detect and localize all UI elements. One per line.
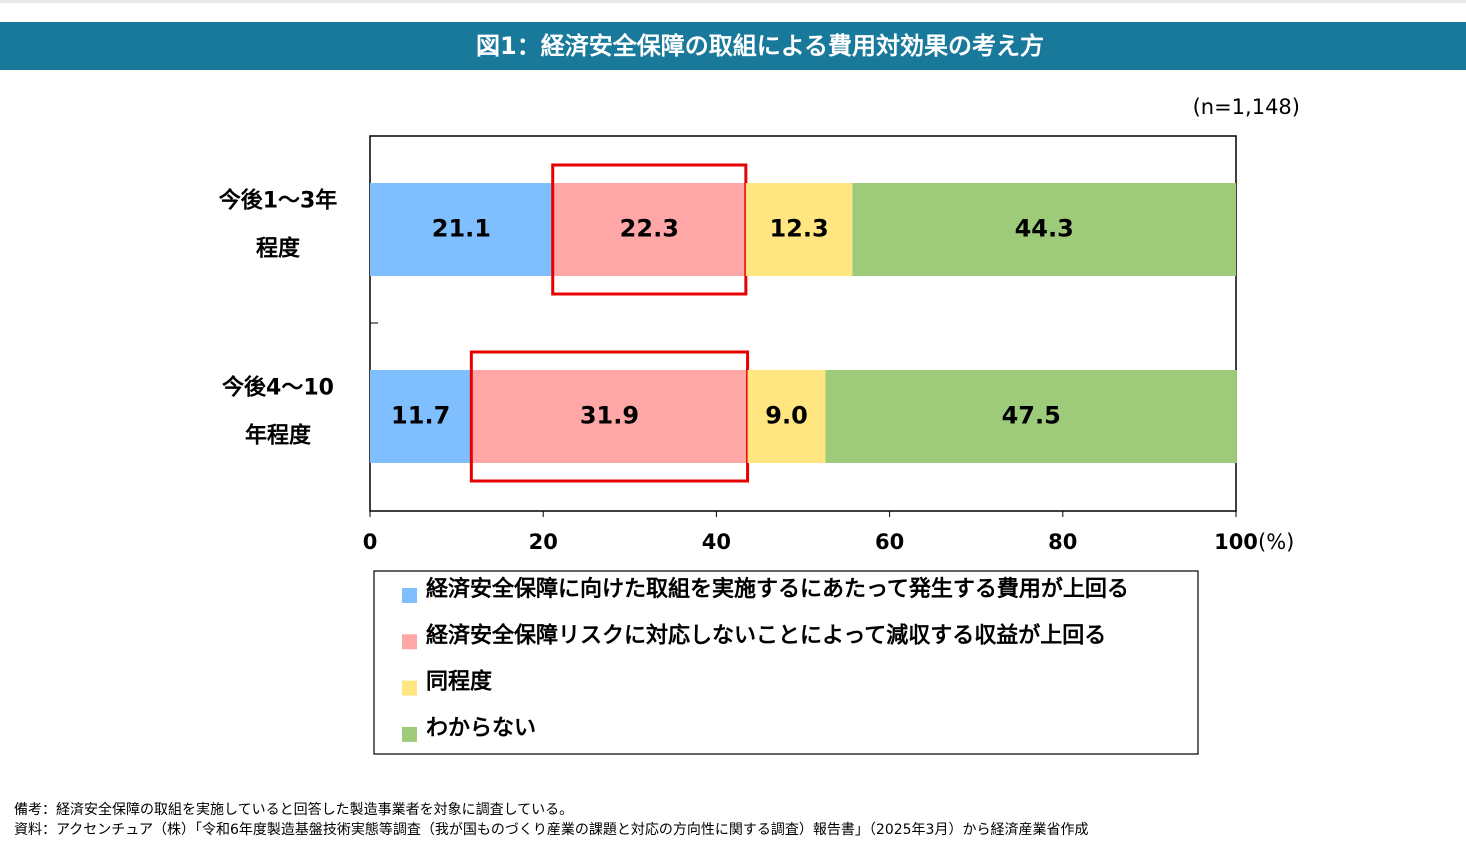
- value-label: 22.3: [620, 215, 679, 243]
- bar-segment: [852, 183, 1236, 276]
- bar-segment: [471, 370, 748, 463]
- legend-label: 経済安全保障リスクに対応しないことによって減収する収益が上回る: [426, 622, 1106, 648]
- legend-swatch: [402, 588, 417, 603]
- bar-segment: [825, 370, 1237, 463]
- x-tick-label: 40: [702, 530, 731, 554]
- y-tick-label: 年程度: [245, 423, 312, 449]
- value-label: 21.1: [432, 215, 491, 243]
- x-tick-label: 20: [529, 530, 558, 554]
- legend-label: 経済安全保障に向けた取組を実施するにあたって発生する費用が上回る: [426, 576, 1129, 602]
- x-tick-label: 60: [875, 530, 904, 554]
- bar-segment: [370, 183, 553, 276]
- legend-label: 同程度: [426, 669, 493, 695]
- bar-segment: [745, 183, 853, 276]
- note: 備考：経済安全保障の取組を実施していると回答した製造事業者を対象に調査している。: [14, 801, 573, 818]
- value-label: 9.0: [765, 402, 808, 430]
- x-unit: (%): [1258, 530, 1294, 554]
- legend-swatch: [402, 680, 417, 696]
- top-rule: [0, 0, 1466, 3]
- y-tick-label: 程度: [256, 236, 301, 262]
- x-tick-label: 80: [1048, 530, 1077, 554]
- value-label: 44.3: [1015, 215, 1074, 243]
- sample-size: (n=1,148): [1193, 95, 1300, 119]
- bar-segment: [370, 370, 472, 463]
- chart-title: 図1：経済安全保障の取組による費用対効果の考え方: [476, 32, 1044, 60]
- value-label: 11.7: [391, 402, 450, 430]
- y-tick-label: 今後1～3年: [219, 188, 338, 214]
- bar-segment: [552, 183, 746, 276]
- x-tick-label: 100: [1214, 530, 1258, 554]
- value-label: 47.5: [1002, 402, 1061, 430]
- legend-box: [373, 570, 1199, 755]
- value-label: 31.9: [580, 402, 639, 430]
- bar-segment: [747, 370, 826, 463]
- legend-label: わからない: [426, 716, 536, 741]
- legend-swatch: [402, 726, 417, 742]
- legend-swatch: [402, 634, 417, 650]
- title-banner: [0, 22, 1466, 70]
- note: 資料：アクセンチュア（株）「令和6年度製造基盤技術実態等調査（我が国ものづくり産…: [14, 821, 1088, 838]
- value-label: 12.3: [769, 215, 828, 243]
- y-tick-label: 今後4～10: [222, 375, 334, 401]
- x-tick-label: 0: [363, 530, 378, 554]
